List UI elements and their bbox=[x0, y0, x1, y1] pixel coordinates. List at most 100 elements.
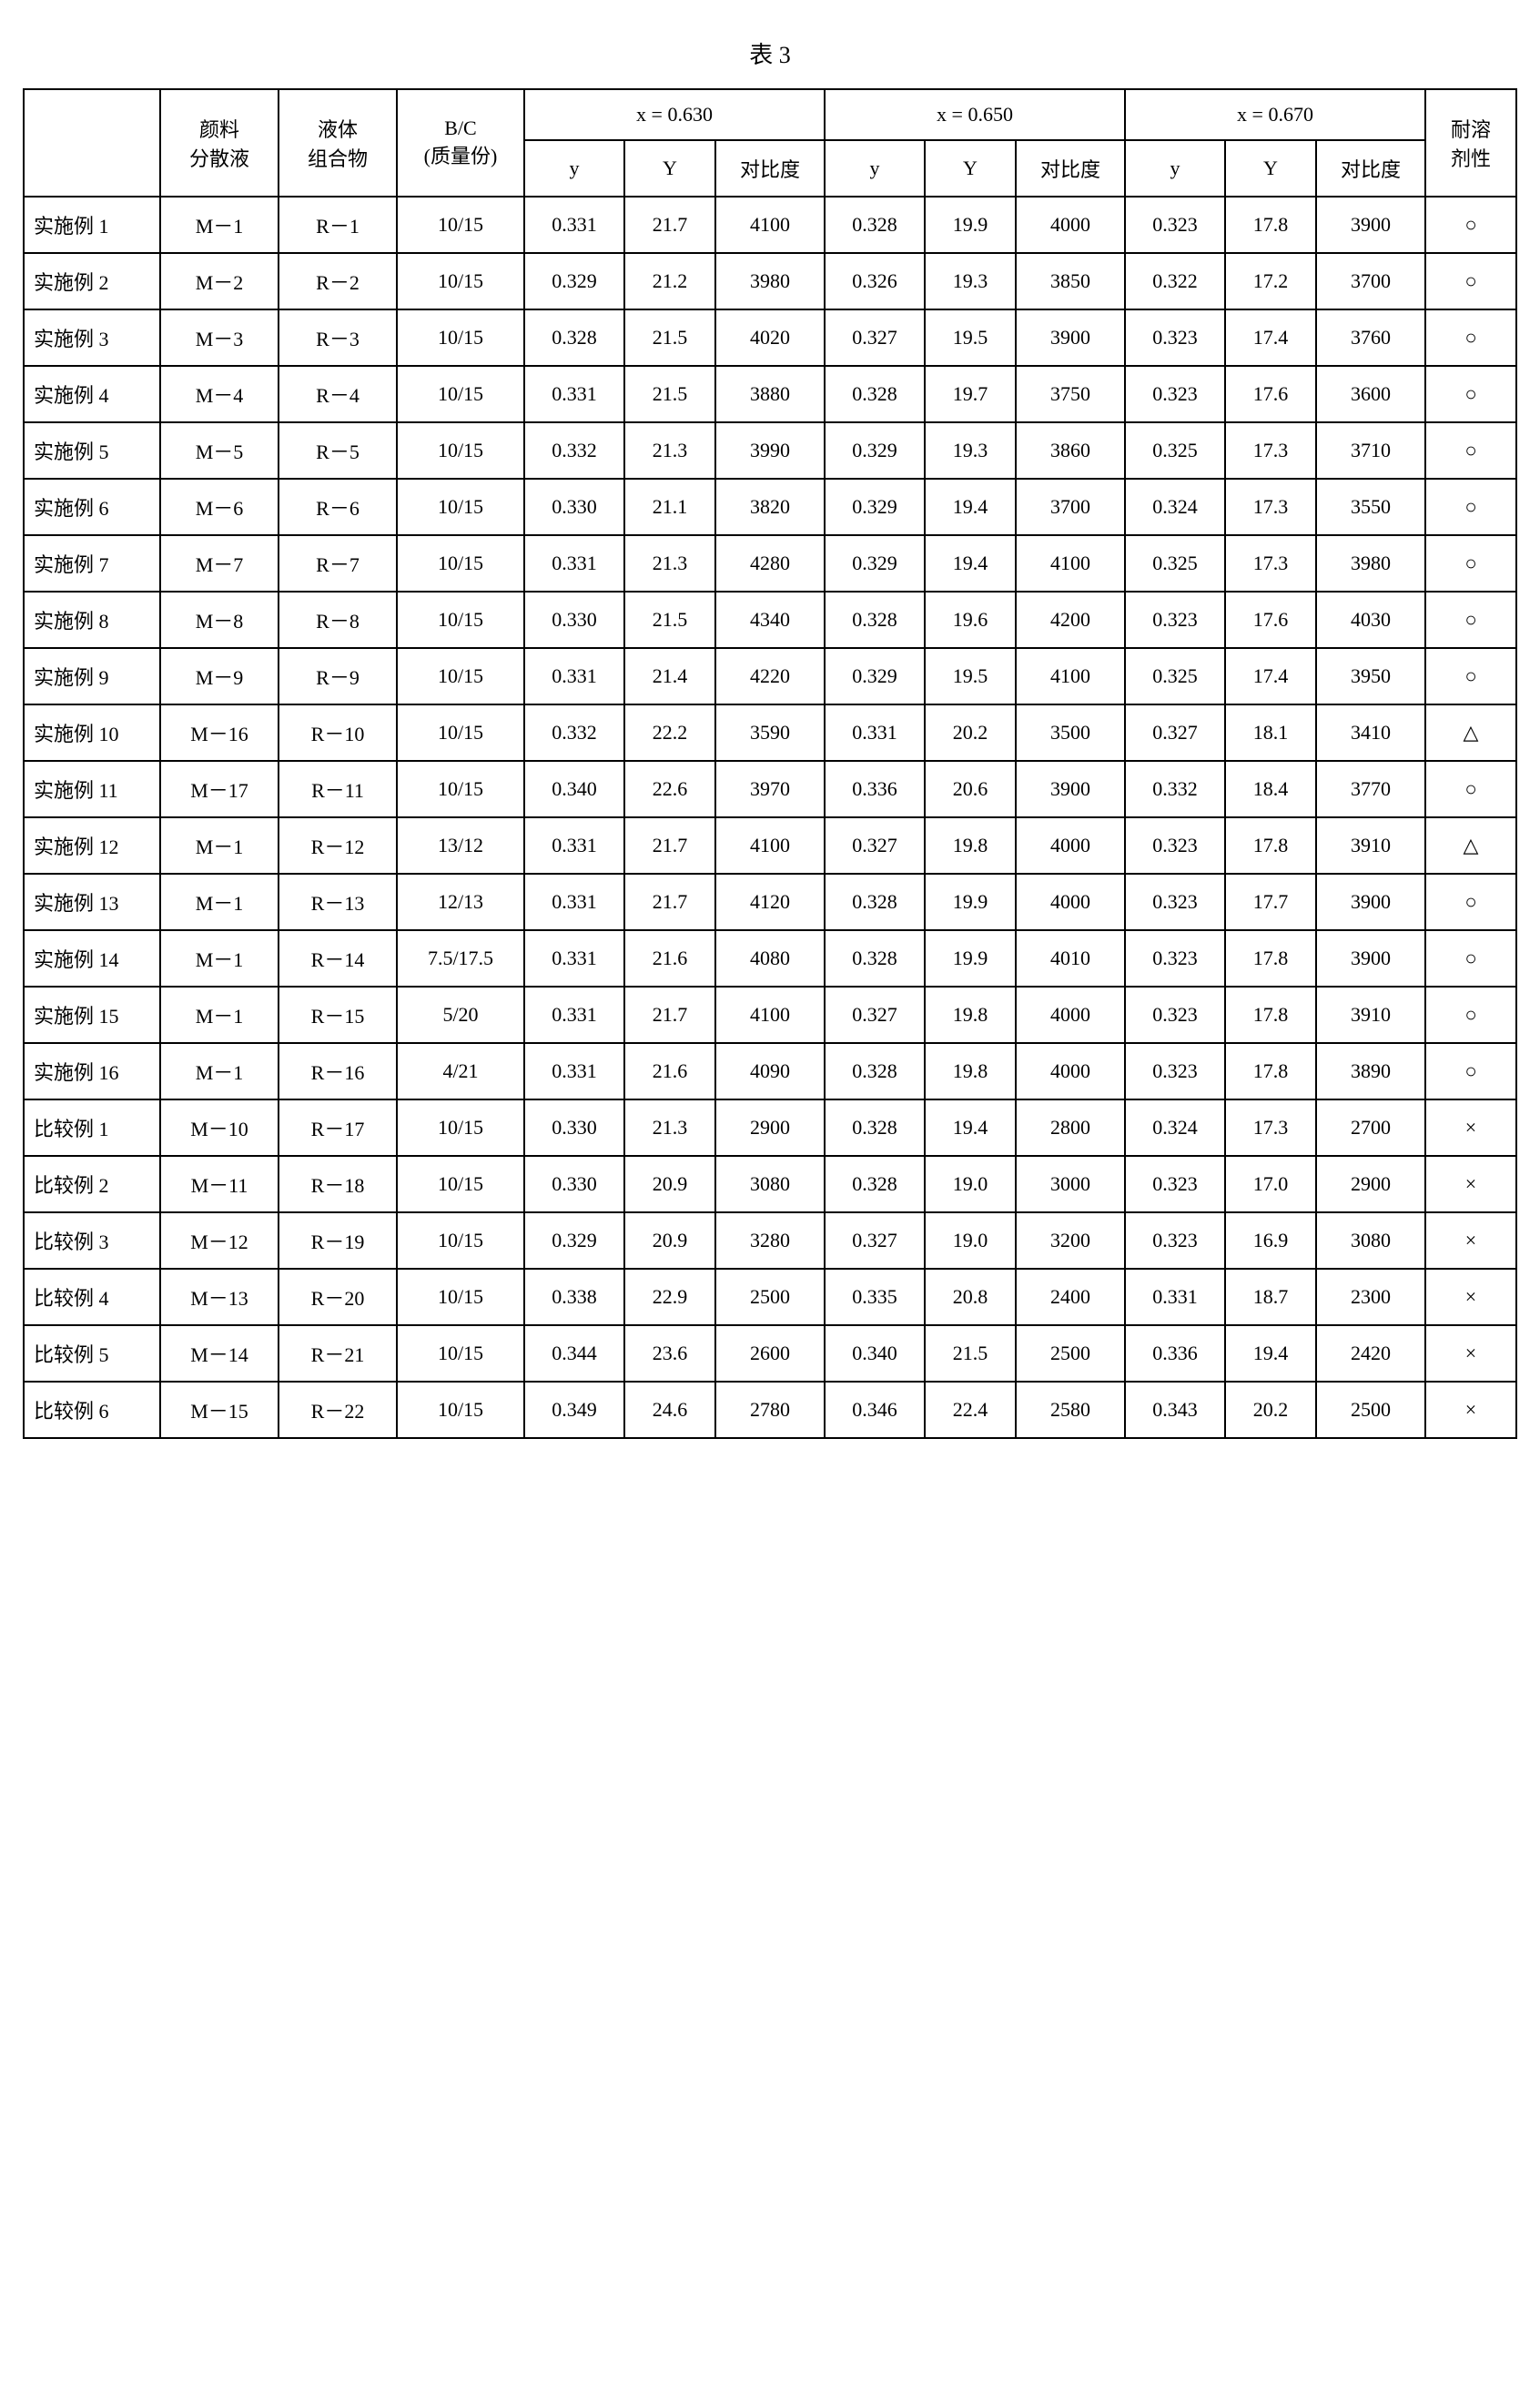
cell-label: 比较例 3 bbox=[24, 1212, 160, 1269]
cell-x670-y: 0.327 bbox=[1125, 704, 1225, 761]
cell-x650-y: 0.328 bbox=[825, 930, 925, 987]
cell-x650-contrast: 3200 bbox=[1016, 1212, 1125, 1269]
data-table: 颜料分散液 液体组合物 B/C(质量份) x = 0.630 x = 0.650… bbox=[23, 88, 1517, 1439]
cell-x650-y: 0.329 bbox=[825, 535, 925, 592]
table-row: 实施例 9M－9R－910/150.33121.442200.32919.541… bbox=[24, 648, 1516, 704]
cell-label: 比较例 6 bbox=[24, 1382, 160, 1438]
header-x630-contrast: 对比度 bbox=[715, 140, 825, 197]
cell-liquid-composition: R－22 bbox=[279, 1382, 397, 1438]
cell-label: 实施例 8 bbox=[24, 592, 160, 648]
cell-bc-ratio: 5/20 bbox=[397, 987, 524, 1043]
cell-x630-Y: 21.6 bbox=[624, 1043, 715, 1099]
cell-bc-ratio: 10/15 bbox=[397, 197, 524, 253]
cell-x670-contrast: 3710 bbox=[1316, 422, 1425, 479]
cell-x670-contrast: 3550 bbox=[1316, 479, 1425, 535]
cell-bc-ratio: 10/15 bbox=[397, 253, 524, 309]
cell-liquid-composition: R－1 bbox=[279, 197, 397, 253]
cell-bc-ratio: 10/15 bbox=[397, 1269, 524, 1325]
cell-x650-Y: 19.9 bbox=[925, 197, 1016, 253]
header-x650-Y: Y bbox=[925, 140, 1016, 197]
cell-label: 实施例 7 bbox=[24, 535, 160, 592]
cell-x650-Y: 21.5 bbox=[925, 1325, 1016, 1382]
cell-x630-y: 0.331 bbox=[524, 1043, 624, 1099]
table-row: 实施例 13M－1R－1312/130.33121.741200.32819.9… bbox=[24, 874, 1516, 930]
table-row: 实施例 10M－16R－1010/150.33222.235900.33120.… bbox=[24, 704, 1516, 761]
cell-x650-contrast: 3900 bbox=[1016, 309, 1125, 366]
cell-x630-y: 0.349 bbox=[524, 1382, 624, 1438]
cell-x670-y: 0.323 bbox=[1125, 197, 1225, 253]
cell-x630-contrast: 3820 bbox=[715, 479, 825, 535]
cell-x630-Y: 22.2 bbox=[624, 704, 715, 761]
table-row: 实施例 1M－1R－110/150.33121.741000.32819.940… bbox=[24, 197, 1516, 253]
cell-pigment-dispersion: M－7 bbox=[160, 535, 279, 592]
cell-x670-y: 0.323 bbox=[1125, 987, 1225, 1043]
cell-x630-y: 0.331 bbox=[524, 197, 624, 253]
cell-x650-contrast: 4100 bbox=[1016, 648, 1125, 704]
cell-x650-y: 0.328 bbox=[825, 592, 925, 648]
cell-solvent-resistance: ○ bbox=[1425, 253, 1516, 309]
cell-bc-ratio: 10/15 bbox=[397, 366, 524, 422]
cell-label: 实施例 15 bbox=[24, 987, 160, 1043]
cell-solvent-resistance: × bbox=[1425, 1212, 1516, 1269]
cell-x650-Y: 22.4 bbox=[925, 1382, 1016, 1438]
cell-x630-y: 0.328 bbox=[524, 309, 624, 366]
cell-bc-ratio: 7.5/17.5 bbox=[397, 930, 524, 987]
cell-x670-y: 0.336 bbox=[1125, 1325, 1225, 1382]
cell-x670-contrast: 3080 bbox=[1316, 1212, 1425, 1269]
cell-solvent-resistance: ○ bbox=[1425, 535, 1516, 592]
cell-solvent-resistance: ○ bbox=[1425, 930, 1516, 987]
cell-x670-y: 0.332 bbox=[1125, 761, 1225, 817]
cell-x630-Y: 21.5 bbox=[624, 366, 715, 422]
cell-x670-contrast: 2900 bbox=[1316, 1156, 1425, 1212]
cell-x650-contrast: 4000 bbox=[1016, 874, 1125, 930]
cell-x670-Y: 17.6 bbox=[1225, 592, 1316, 648]
cell-x670-Y: 17.8 bbox=[1225, 1043, 1316, 1099]
cell-label: 实施例 12 bbox=[24, 817, 160, 874]
cell-x650-contrast: 2400 bbox=[1016, 1269, 1125, 1325]
cell-x630-contrast: 4220 bbox=[715, 648, 825, 704]
cell-x670-y: 0.323 bbox=[1125, 874, 1225, 930]
cell-x650-contrast: 4000 bbox=[1016, 817, 1125, 874]
cell-x630-y: 0.332 bbox=[524, 422, 624, 479]
cell-pigment-dispersion: M－11 bbox=[160, 1156, 279, 1212]
cell-solvent-resistance: × bbox=[1425, 1156, 1516, 1212]
cell-x630-Y: 21.3 bbox=[624, 422, 715, 479]
table-body: 实施例 1M－1R－110/150.33121.741000.32819.940… bbox=[24, 197, 1516, 1438]
table-row: 比较例 1M－10R－1710/150.33021.329000.32819.4… bbox=[24, 1099, 1516, 1156]
cell-x650-y: 0.328 bbox=[825, 874, 925, 930]
cell-x650-y: 0.329 bbox=[825, 648, 925, 704]
cell-x650-Y: 19.8 bbox=[925, 987, 1016, 1043]
cell-bc-ratio: 4/21 bbox=[397, 1043, 524, 1099]
table-header: 颜料分散液 液体组合物 B/C(质量份) x = 0.630 x = 0.650… bbox=[24, 89, 1516, 197]
cell-x670-y: 0.325 bbox=[1125, 648, 1225, 704]
cell-x630-Y: 21.5 bbox=[624, 309, 715, 366]
cell-x670-Y: 17.3 bbox=[1225, 479, 1316, 535]
cell-bc-ratio: 10/15 bbox=[397, 1325, 524, 1382]
cell-x630-y: 0.331 bbox=[524, 535, 624, 592]
cell-x670-contrast: 3910 bbox=[1316, 987, 1425, 1043]
cell-x670-y: 0.331 bbox=[1125, 1269, 1225, 1325]
cell-x630-y: 0.331 bbox=[524, 648, 624, 704]
cell-x630-Y: 21.3 bbox=[624, 1099, 715, 1156]
cell-x630-contrast: 4120 bbox=[715, 874, 825, 930]
cell-bc-ratio: 10/15 bbox=[397, 479, 524, 535]
cell-x630-Y: 22.6 bbox=[624, 761, 715, 817]
cell-pigment-dispersion: M－1 bbox=[160, 1043, 279, 1099]
header-liquid-composition: 液体组合物 bbox=[279, 89, 397, 197]
cell-label: 实施例 11 bbox=[24, 761, 160, 817]
cell-x630-contrast: 3970 bbox=[715, 761, 825, 817]
cell-pigment-dispersion: M－17 bbox=[160, 761, 279, 817]
cell-pigment-dispersion: M－3 bbox=[160, 309, 279, 366]
cell-x650-Y: 20.2 bbox=[925, 704, 1016, 761]
cell-x670-y: 0.323 bbox=[1125, 1156, 1225, 1212]
cell-x630-contrast: 4340 bbox=[715, 592, 825, 648]
cell-x630-y: 0.329 bbox=[524, 253, 624, 309]
cell-liquid-composition: R－17 bbox=[279, 1099, 397, 1156]
cell-x650-Y: 19.9 bbox=[925, 874, 1016, 930]
cell-bc-ratio: 10/15 bbox=[397, 592, 524, 648]
cell-x650-contrast: 2580 bbox=[1016, 1382, 1125, 1438]
cell-x670-contrast: 3760 bbox=[1316, 309, 1425, 366]
cell-x630-contrast: 2600 bbox=[715, 1325, 825, 1382]
cell-x630-contrast: 4100 bbox=[715, 197, 825, 253]
header-solvent-resistance: 耐溶剂性 bbox=[1425, 89, 1516, 197]
